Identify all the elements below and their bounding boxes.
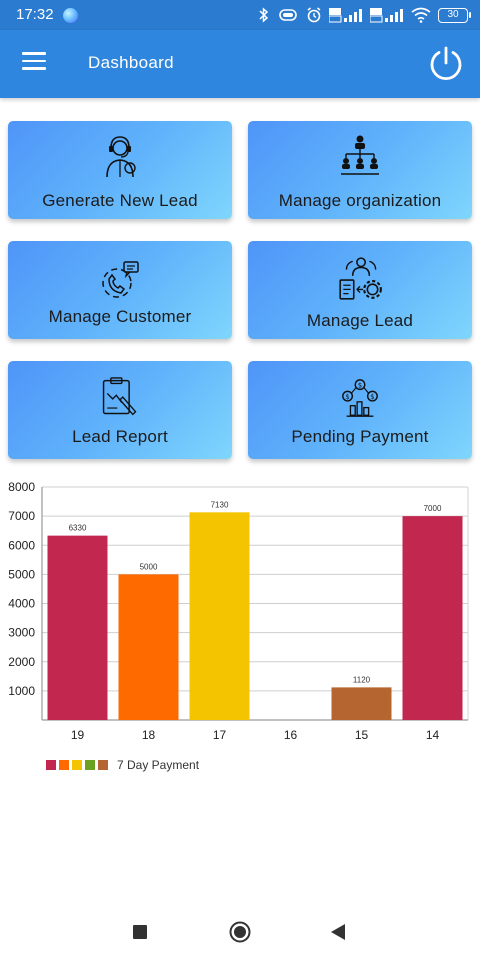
x-tick-label: 17: [213, 728, 227, 742]
bar: [402, 516, 463, 720]
y-tick-label: 1000: [8, 684, 35, 698]
legend-swatch: [85, 760, 95, 770]
org-chart-icon: [341, 135, 379, 175]
y-tick-label: 3000: [8, 626, 35, 640]
tile-label: Manage Lead: [306, 311, 414, 330]
legend-swatch: [72, 760, 82, 770]
x-tick-label: 15: [355, 728, 369, 742]
app-notification-icon: [63, 8, 78, 23]
chart-legend: 7 Day Payment: [46, 757, 199, 773]
y-tick-label: 2000: [8, 655, 35, 669]
x-tick-label: 18: [142, 728, 156, 742]
y-tick-label: 4000: [8, 597, 35, 611]
bluetooth-icon: [259, 7, 269, 23]
svg-text:$: $: [345, 393, 349, 401]
legend-swatch: [59, 760, 69, 770]
battery-icon: 30: [438, 7, 471, 23]
report-clipboard-icon: [102, 377, 137, 416]
status-bar: 17:32 30: [0, 0, 480, 30]
wifi-icon: [411, 7, 431, 23]
manage-lead-button[interactable]: Manage Lead: [248, 241, 472, 339]
x-tick-label: 16: [284, 728, 298, 742]
y-tick-label: 6000: [8, 538, 35, 552]
status-icons: 30: [258, 5, 471, 25]
tile-label: Manage organization: [278, 191, 442, 210]
volte-signal-icon: [329, 8, 362, 23]
tile-label: Pending Payment: [291, 427, 429, 446]
hamburger-menu-icon[interactable]: [22, 52, 46, 72]
bar-data-label: 6330: [69, 524, 87, 533]
payment-bar-chart: 1000 2000 3000 4000 5000 6000 7000 8000 6330 19 50…: [8, 480, 469, 742]
manage-customer-button[interactable]: Manage Customer: [8, 241, 232, 339]
svg-text:$: $: [358, 382, 362, 390]
x-tick-label: 14: [426, 728, 440, 742]
bar-data-label: 7000: [424, 504, 442, 513]
bar: [47, 535, 108, 720]
y-tick-label: 5000: [8, 567, 35, 581]
legend-swatch: [98, 760, 108, 770]
bar-data-label: 7130: [211, 500, 229, 509]
headset-agent-icon: [106, 136, 136, 178]
recents-square-icon[interactable]: [133, 925, 147, 939]
home-circle-icon[interactable]: [229, 921, 251, 943]
alarm-icon: [307, 7, 321, 23]
lead-settings-icon: [339, 257, 382, 300]
legend-swatch: [46, 760, 56, 770]
page-title: Dashboard: [88, 53, 174, 72]
svg-text:$: $: [370, 393, 374, 401]
y-tick-label: 8000: [8, 480, 35, 494]
navigation-bar: [0, 905, 480, 960]
bar: [118, 574, 179, 720]
back-triangle-icon[interactable]: [330, 924, 346, 940]
tile-label: Generate New Lead: [42, 191, 198, 210]
payment-coins-icon: $ $ $: [342, 379, 378, 417]
app-bar: Dashboard: [0, 30, 480, 98]
bar-data-label: 1120: [353, 675, 371, 684]
status-time: 17:32: [16, 6, 54, 23]
bar: [331, 687, 392, 720]
tile-label: Manage Customer: [48, 307, 192, 326]
legend-label: 7 Day Payment: [117, 758, 200, 772]
tile-label: Lead Report: [72, 427, 168, 446]
bar-data-label: 5000: [140, 562, 158, 571]
customer-support-icon: [102, 261, 139, 298]
manage-organization-button[interactable]: Manage organization: [248, 121, 472, 219]
volte-signal-icon-2: [370, 8, 403, 23]
pending-payment-button[interactable]: $ $ $ Pending Payment: [248, 361, 472, 459]
bar: [189, 512, 250, 720]
vibrate-icon: [279, 9, 297, 21]
power-icon[interactable]: [426, 44, 466, 84]
x-tick-label: 19: [71, 728, 85, 742]
lead-report-button[interactable]: Lead Report: [8, 361, 232, 459]
generate-new-lead-button[interactable]: Generate New Lead: [8, 121, 232, 219]
y-tick-label: 7000: [8, 509, 35, 523]
